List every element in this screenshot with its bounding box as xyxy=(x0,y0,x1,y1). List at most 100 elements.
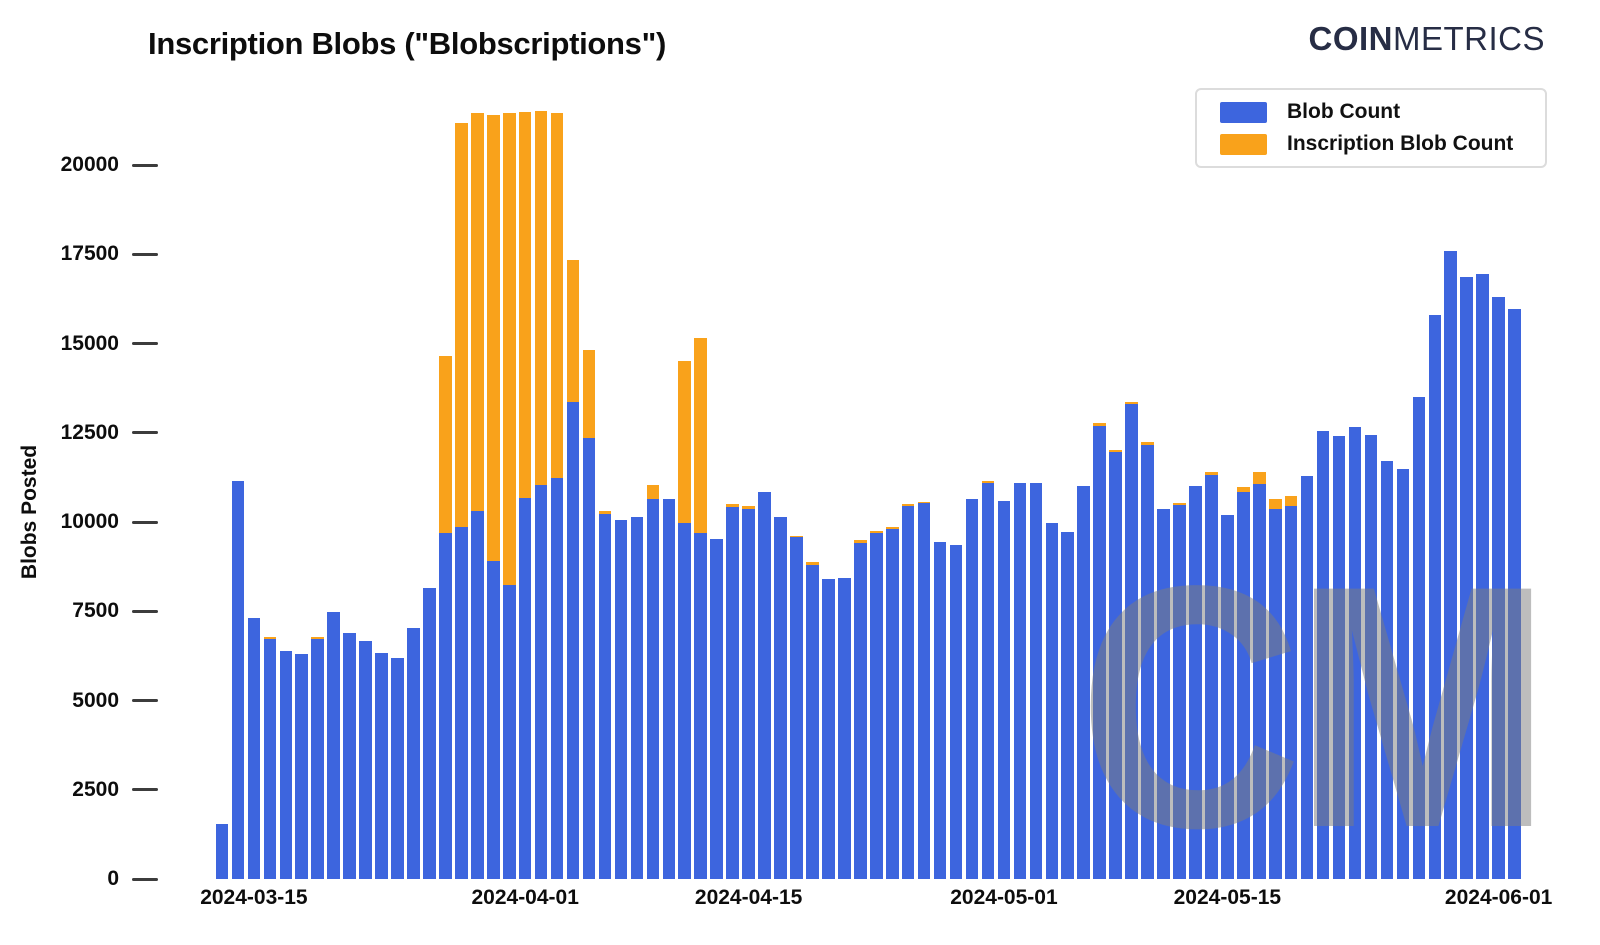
y-tick-mark xyxy=(132,609,158,613)
chart-legend: Blob Count Inscription Blob Count xyxy=(1195,88,1547,168)
bar-blob-count xyxy=(1205,475,1218,879)
bar-inscription-blob-count xyxy=(806,561,819,566)
y-tick-mark xyxy=(132,431,158,435)
bar-blob-count xyxy=(1077,486,1091,879)
logo-coin: COIN xyxy=(1308,20,1393,57)
blob-count-swatch-icon xyxy=(1220,101,1267,123)
bar-blob-count xyxy=(1237,492,1250,879)
y-tick-mark xyxy=(132,342,158,345)
bar-blob-count xyxy=(263,639,277,879)
page-title: Inscription Blobs ("Blobscriptions") xyxy=(148,26,667,61)
bar-blob-count xyxy=(614,520,628,879)
bar-inscription-blob-count xyxy=(1268,499,1282,510)
legend-label: Blob Count xyxy=(1287,100,1401,123)
bar-blob-count xyxy=(1412,397,1426,879)
y-tick-mark xyxy=(132,877,158,881)
bar-blob-count xyxy=(1109,452,1122,879)
bar-blob-count xyxy=(1013,483,1027,879)
y-tick: 17500 xyxy=(0,240,158,268)
bar-blob-count xyxy=(1508,309,1521,879)
y-tick-label: 5000 xyxy=(72,688,119,712)
bar-blob-count xyxy=(1221,515,1234,879)
bar-blob-count xyxy=(598,514,612,879)
bar-blob-count xyxy=(375,653,388,879)
bar-blob-count xyxy=(1444,251,1458,879)
bar-blob-count xyxy=(1061,531,1075,879)
bar-inscription-blob-count xyxy=(854,540,867,544)
bar-blob-count xyxy=(359,641,372,879)
bar-inscription-blob-count xyxy=(1109,449,1122,453)
bar-blob-count xyxy=(247,618,261,879)
bar-inscription-blob-count xyxy=(598,511,612,515)
bar-inscription-blob-count xyxy=(726,504,739,507)
bar-blob-count xyxy=(885,529,899,879)
x-tick-label: 2024-04-15 xyxy=(694,886,803,909)
bar-blob-count xyxy=(1125,404,1138,879)
y-tick-label: 17500 xyxy=(60,242,119,266)
y-tick: 15000 xyxy=(0,330,158,358)
legend-row-blob-count: Blob Count xyxy=(1220,99,1545,125)
bar-blob-count xyxy=(758,491,771,879)
bar-blob-count xyxy=(1380,461,1394,879)
bar-blob-count xyxy=(582,438,596,879)
bar-blob-count xyxy=(550,478,564,879)
bar-blob-count xyxy=(630,517,644,879)
y-tick-mark xyxy=(132,520,158,524)
y-tick-label: 2500 xyxy=(72,777,119,801)
bar-blob-count xyxy=(231,480,245,879)
bar-blob-count xyxy=(646,498,660,879)
bar-blob-count xyxy=(1093,426,1106,879)
bar-inscription-blob-count xyxy=(885,527,899,530)
bar-blob-count xyxy=(774,516,787,879)
bar-blob-count xyxy=(1268,509,1282,879)
bar-blob-count xyxy=(710,539,723,879)
bar-blob-count xyxy=(901,505,915,879)
bar-inscription-blob-count xyxy=(917,502,931,504)
bar-blob-count xyxy=(1300,476,1314,879)
bar-blob-count xyxy=(295,654,309,879)
bar-inscription-blob-count xyxy=(981,480,995,484)
bar-blob-count xyxy=(1364,435,1378,879)
legend-row-inscription-blob-count: Inscription Blob Count xyxy=(1220,131,1545,157)
bar-blob-count xyxy=(806,565,819,879)
bar-blob-count xyxy=(502,585,516,879)
bar-inscription-blob-count xyxy=(901,503,915,506)
bar-blob-count xyxy=(407,628,420,879)
bar-blob-count xyxy=(662,499,676,879)
bar-blob-count xyxy=(1492,297,1505,879)
bar-inscription-blob-count xyxy=(742,506,755,510)
logo-metrics: METRICS xyxy=(1393,20,1545,57)
x-tick-label: 2024-03-15 xyxy=(200,886,308,909)
bar-inscription-blob-count xyxy=(678,361,692,524)
bar-blob-count xyxy=(1157,509,1170,879)
bar-inscription-blob-count xyxy=(518,112,532,499)
bar-blob-count xyxy=(822,579,835,879)
bar-blob-count xyxy=(997,501,1011,879)
bar-blob-count xyxy=(518,498,532,879)
bar-blob-count xyxy=(1460,277,1474,879)
bar-blob-count xyxy=(1396,469,1410,879)
coinmetrics-logo: COINMETRICS xyxy=(1309,20,1546,58)
y-tick-mark xyxy=(132,699,158,702)
y-tick-label: 0 xyxy=(107,867,119,890)
bar-blob-count xyxy=(1284,506,1298,879)
bar-blob-count xyxy=(279,650,293,879)
y-tick-label: 12500 xyxy=(60,420,119,444)
y-tick: 5000 xyxy=(0,687,158,715)
y-tick: 10000 xyxy=(0,508,158,536)
y-tick: 12500 xyxy=(0,419,158,447)
bar-inscription-blob-count xyxy=(790,536,803,538)
bar-blob-count xyxy=(1173,505,1186,879)
y-tick: 0 xyxy=(0,865,158,893)
bar-blob-count xyxy=(471,511,484,879)
y-tick: 2500 xyxy=(0,776,158,804)
y-tick-label: 20000 xyxy=(60,153,119,176)
bar-blob-count xyxy=(869,533,883,879)
bar-blob-count xyxy=(694,533,708,879)
y-tick-mark xyxy=(132,788,158,792)
bar-blob-count xyxy=(1476,273,1489,879)
bar-blob-count xyxy=(790,537,803,879)
bar-blob-count xyxy=(566,402,580,879)
